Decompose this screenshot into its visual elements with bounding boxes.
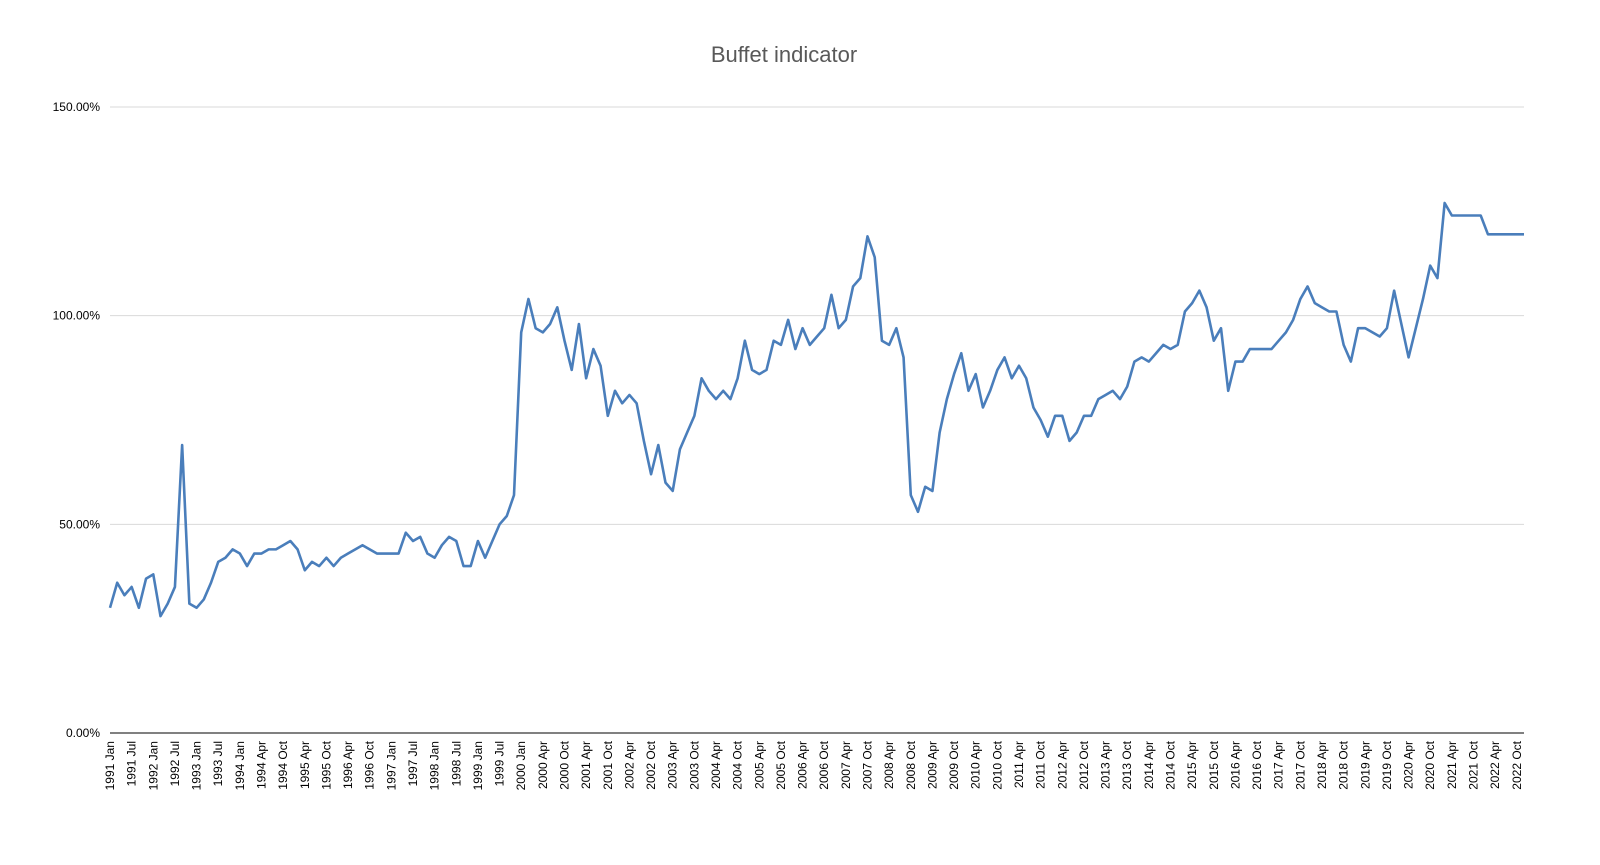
x-tick-label: 2017 Apr (1272, 741, 1286, 789)
chart-title: Buffet indicator (711, 42, 857, 67)
x-tick-label: 2011 Apr (1012, 741, 1026, 788)
x-tick-label: 1995 Oct (319, 740, 333, 789)
x-tick-label: 2002 Apr (622, 741, 636, 789)
x-tick-label: 2005 Apr (752, 741, 766, 789)
x-tick-label: 2008 Oct (904, 740, 918, 789)
x-tick-label: 1992 Jan (146, 741, 160, 790)
x-tick-label: 2004 Apr (709, 741, 723, 789)
x-tick-label: 2018 Oct (1337, 740, 1351, 789)
x-tick-label: 2012 Apr (1055, 741, 1069, 789)
x-tick-label: 2015 Apr (1185, 741, 1199, 789)
x-tick-label: 2003 Apr (666, 741, 680, 789)
x-tick-label: 2016 Apr (1228, 741, 1242, 789)
x-tick-label: 2000 Oct (558, 740, 572, 789)
x-tick-label: 2001 Oct (601, 740, 615, 789)
y-tick-label: 50.00% (59, 517, 100, 531)
x-tick-label: 2000 Apr (536, 741, 550, 789)
x-tick-label: 1997 Jan (384, 741, 398, 790)
x-tick-label: 2019 Oct (1380, 740, 1394, 789)
x-tick-label: 2010 Oct (990, 740, 1004, 789)
x-tick-label: 2004 Oct (731, 740, 745, 789)
x-tick-label: 2009 Apr (925, 741, 939, 789)
x-tick-label: 2020 Apr (1402, 741, 1416, 789)
y-tick-label: 100.00% (53, 309, 101, 323)
x-tick-label: 2021 Oct (1467, 740, 1481, 789)
x-tick-label: 2012 Oct (1077, 740, 1091, 789)
x-tick-label: 2003 Oct (687, 740, 701, 789)
x-tick-label: 2022 Apr (1488, 741, 1502, 789)
x-tick-label: 2021 Apr (1445, 741, 1459, 789)
line-series (108, 201, 1524, 618)
x-tick-label: 2019 Apr (1358, 741, 1372, 789)
x-tick-label: 2010 Apr (969, 741, 983, 789)
x-tick-label: 1994 Jan (233, 741, 247, 790)
x-tick-label: 2002 Oct (644, 740, 658, 789)
y-tick-label: 150.00% (53, 100, 101, 114)
x-tick-label: 2006 Apr (796, 741, 810, 789)
x-tick-label: 1996 Oct (363, 740, 377, 789)
x-tick-label: 2016 Oct (1250, 740, 1264, 789)
x-tick-label: 2011 Oct (1034, 740, 1048, 788)
x-tick-label: 2007 Apr (839, 741, 853, 789)
x-tick-label: 2015 Oct (1207, 740, 1221, 789)
x-tick-label: 2005 Oct (774, 740, 788, 789)
x-tick-label: 2007 Oct (861, 740, 875, 789)
x-tick-label: 2013 Apr (1099, 741, 1113, 789)
x-tick-label: 2017 Oct (1293, 740, 1307, 789)
x-tick-label: 1998 Jan (428, 741, 442, 790)
x-tick-label: 1999 Jan (471, 741, 485, 790)
x-tick-label: 1995 Apr (298, 741, 312, 789)
x-tick-label: 1994 Oct (276, 740, 290, 789)
x-tick-label: 2000 Jan (514, 741, 528, 790)
x-tick-label: 1999 Jul (493, 741, 507, 786)
x-tick-label: 1992 Jul (168, 741, 182, 786)
x-tick-label: 2014 Oct (1164, 740, 1178, 789)
x-tick-label: 1996 Apr (341, 741, 355, 789)
x-tick-label: 2018 Apr (1315, 741, 1329, 789)
x-tick-label: 2006 Oct (817, 740, 831, 789)
x-tick-label: 2009 Oct (947, 740, 961, 789)
x-tick-label: 1994 Apr (255, 741, 269, 789)
x-tick-label: 2020 Oct (1423, 740, 1437, 789)
x-tick-label: 1991 Jan (103, 741, 117, 790)
x-tick-label: 1998 Jul (449, 741, 463, 786)
x-tick-label: 1993 Jul (211, 741, 225, 786)
x-tick-label: 2001 Apr (579, 741, 593, 789)
x-tick-label: 2014 Apr (1142, 741, 1156, 789)
y-tick-label: 0.00% (66, 726, 100, 740)
x-tick-label: 1991 Jul (125, 741, 139, 786)
x-tick-label: 1993 Jan (190, 741, 204, 790)
x-tick-label: 2008 Apr (882, 741, 896, 789)
x-tick-label: 1997 Jul (406, 741, 420, 786)
x-tick-label: 2013 Oct (1120, 740, 1134, 789)
x-tick-label: 2022 Oct (1510, 740, 1524, 789)
